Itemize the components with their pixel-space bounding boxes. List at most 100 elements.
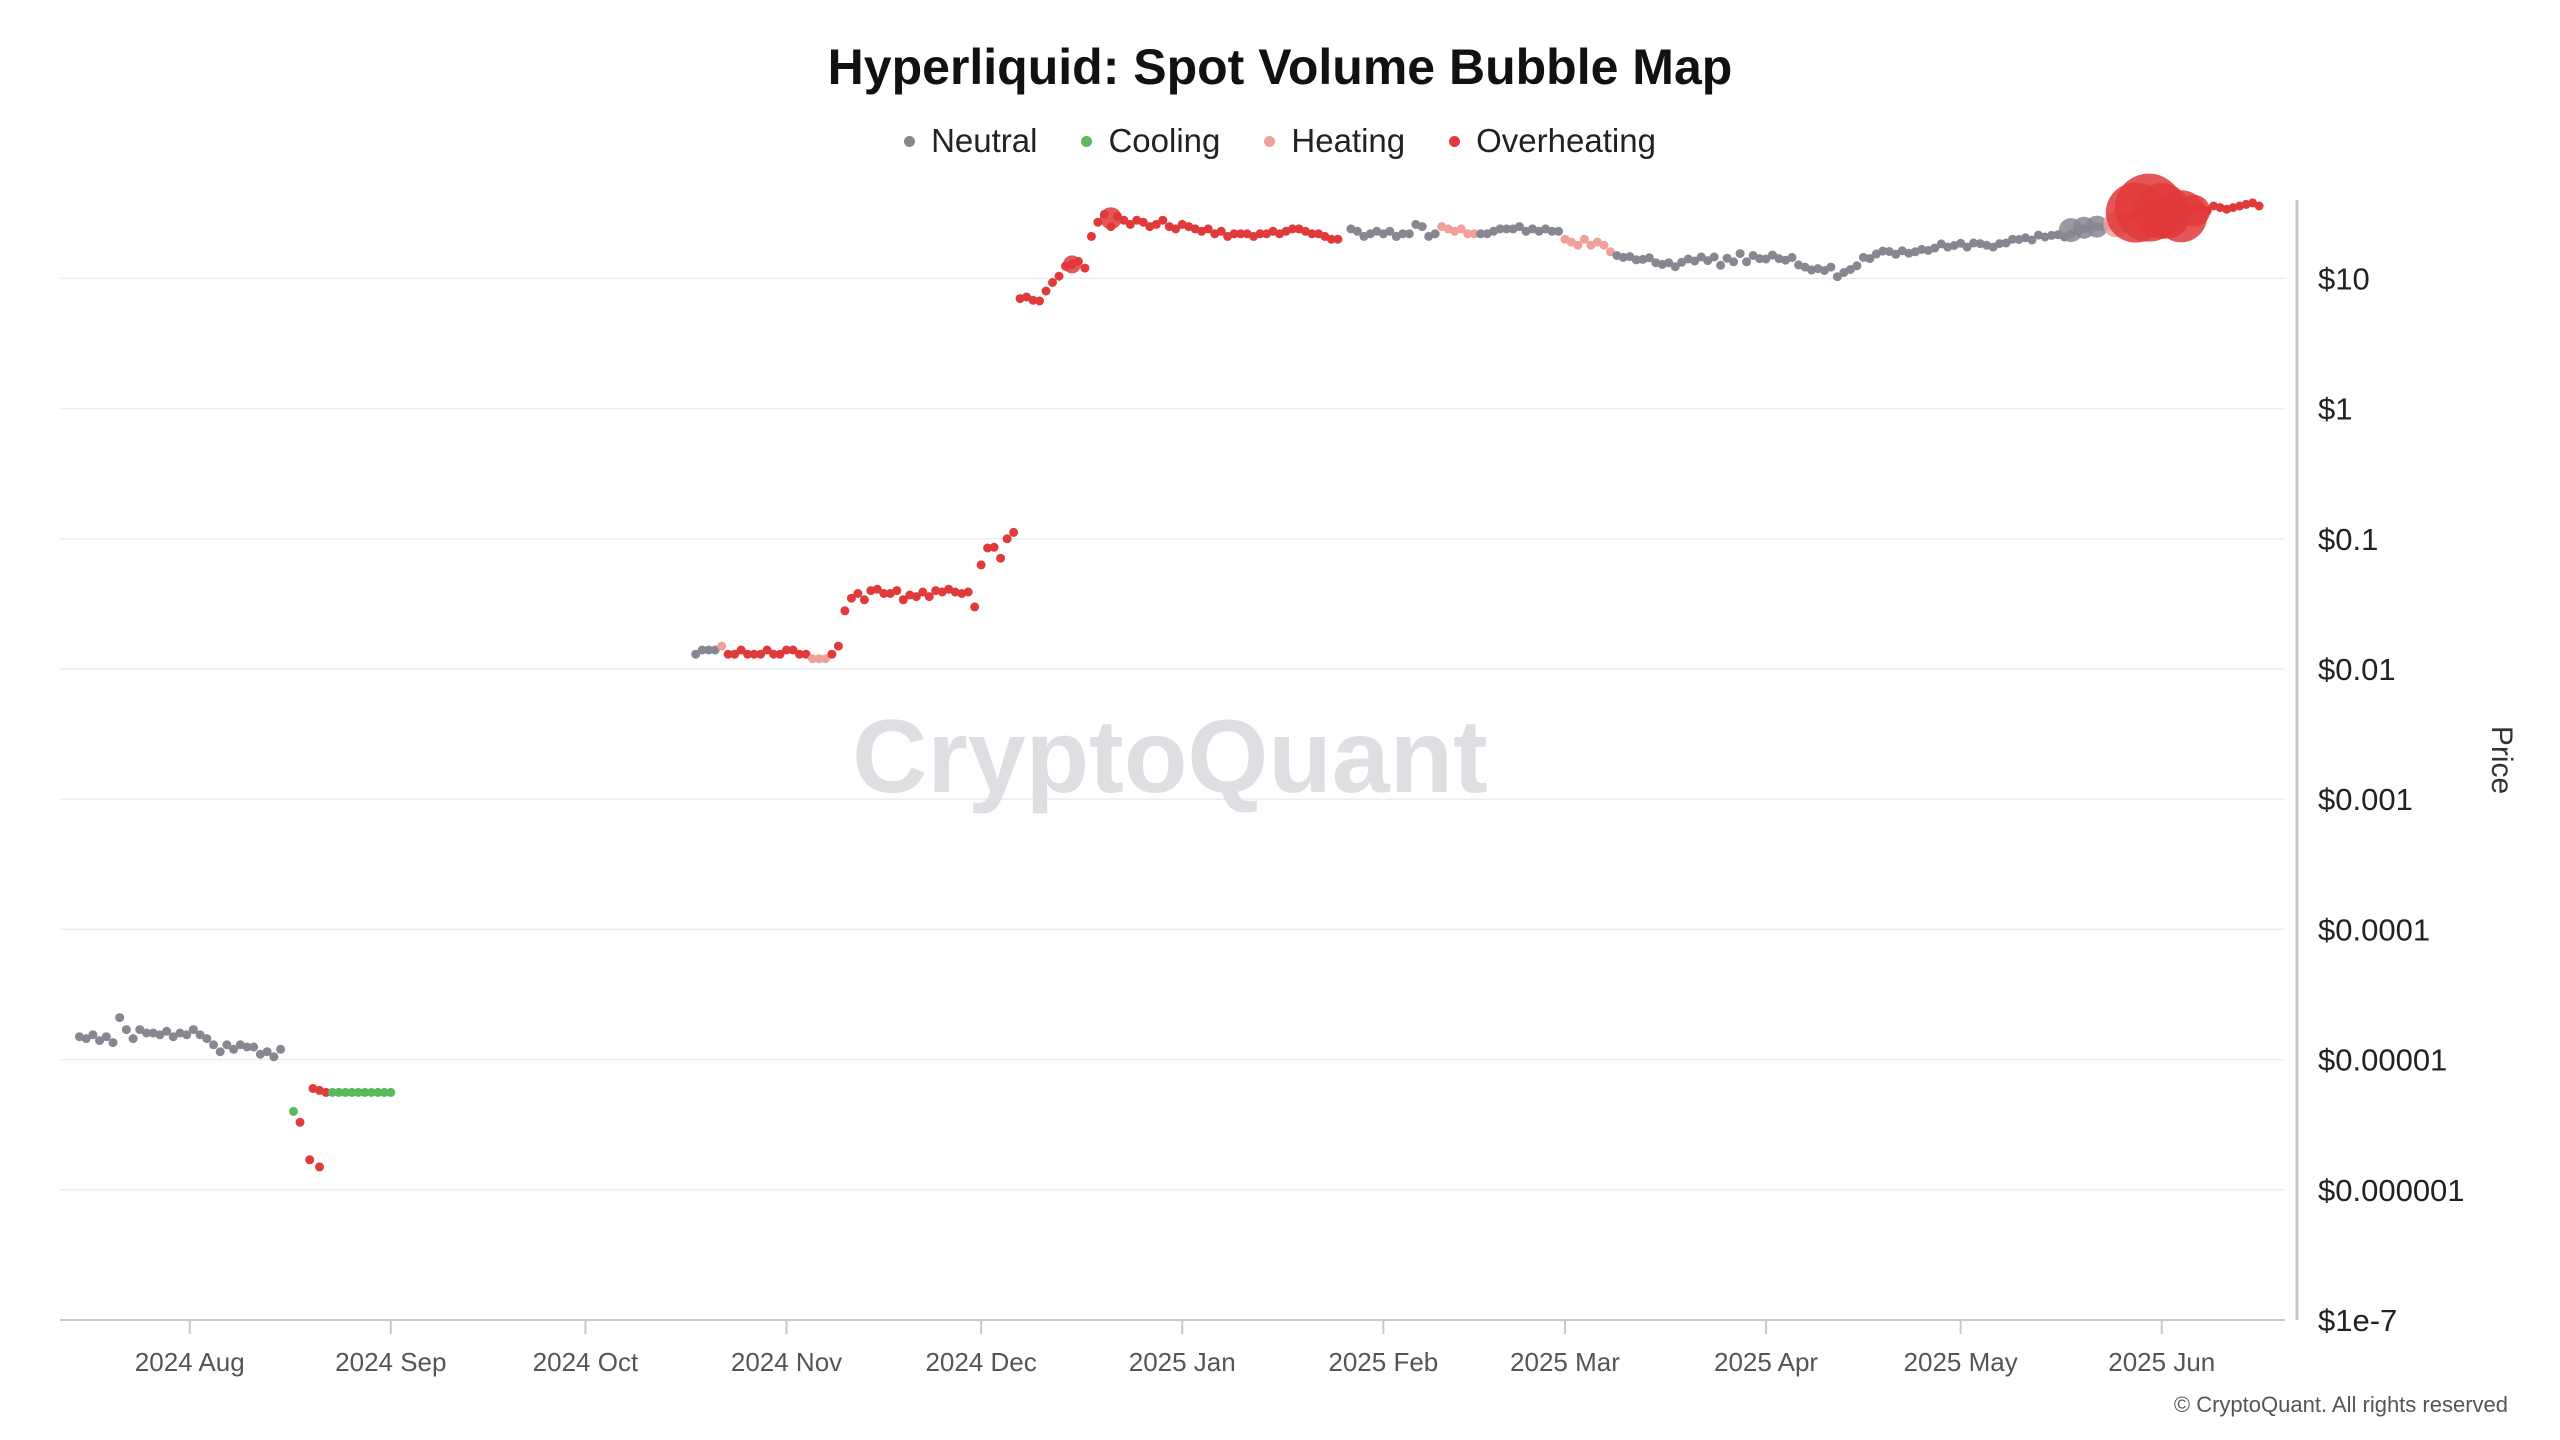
data-point-overheating[interactable]	[924, 592, 934, 602]
data-point-neutral[interactable]	[697, 645, 707, 655]
data-point-neutral[interactable]	[1385, 226, 1395, 236]
data-point-cooling[interactable]	[366, 1087, 376, 1097]
data-point-overheating[interactable]	[1009, 527, 1019, 537]
data-point-overheating[interactable]	[970, 602, 980, 612]
data-point-overheating[interactable]	[1255, 229, 1265, 239]
data-point-overheating[interactable]	[1236, 229, 1246, 239]
data-point-neutral[interactable]	[222, 1040, 232, 1050]
data-point-neutral[interactable]	[1476, 229, 1486, 239]
data-point-overheating[interactable]	[736, 645, 746, 655]
data-point-overheating[interactable]	[1216, 226, 1226, 236]
data-point-neutral[interactable]	[1930, 243, 1940, 253]
data-point-neutral[interactable]	[135, 1025, 145, 1035]
data-point-heating[interactable]	[1573, 240, 1583, 250]
data-point-neutral[interactable]	[1554, 226, 1563, 236]
data-point-neutral[interactable]	[195, 1030, 205, 1040]
data-point-overheating[interactable]	[775, 649, 785, 659]
data-point-heating[interactable]	[1599, 240, 1609, 250]
data-point-overheating[interactable]	[795, 649, 804, 659]
data-point-overheating[interactable]	[1086, 231, 1096, 241]
data-point-neutral[interactable]	[1398, 229, 1408, 239]
data-point-neutral[interactable]	[2047, 230, 2056, 240]
data-point-neutral[interactable]	[2027, 235, 2037, 245]
data-point-cooling[interactable]	[327, 1087, 337, 1097]
data-point-heating[interactable]	[814, 654, 824, 664]
data-point-neutral[interactable]	[1352, 226, 1362, 236]
data-point-heating[interactable]	[808, 654, 817, 664]
data-point-neutral[interactable]	[81, 1034, 91, 1044]
data-point-overheating[interactable]	[769, 649, 779, 659]
data-point-cooling[interactable]	[347, 1087, 357, 1097]
data-point-neutral[interactable]	[1826, 262, 1836, 272]
data-point-cooling[interactable]	[289, 1106, 298, 1116]
data-point-cooling[interactable]	[360, 1087, 370, 1097]
data-point-neutral[interactable]	[182, 1030, 192, 1040]
data-point-neutral[interactable]	[1729, 257, 1739, 267]
data-point-neutral[interactable]	[710, 645, 720, 655]
data-point-overheating[interactable]	[782, 645, 791, 655]
data-point-cooling[interactable]	[340, 1087, 350, 1097]
data-point-overheating[interactable]	[840, 606, 850, 616]
data-point-overheating[interactable]	[898, 595, 908, 605]
data-point-overheating[interactable]	[1041, 286, 1051, 296]
data-point-neutral[interactable]	[704, 645, 714, 655]
data-point-overheating[interactable]	[1333, 234, 1343, 244]
data-point-neutral[interactable]	[691, 649, 701, 659]
data-point-overheating[interactable]	[1288, 224, 1297, 234]
data-point-overheating[interactable]	[879, 589, 889, 598]
data-point-overheating[interactable]	[1138, 217, 1148, 227]
data-point-neutral[interactable]	[1878, 246, 1888, 256]
data-point-neutral[interactable]	[1995, 239, 2005, 249]
data-point-overheating[interactable]	[1035, 296, 1044, 306]
data-point-heating[interactable]	[1469, 229, 1479, 239]
volume-bubble-overheating[interactable]	[2178, 194, 2211, 227]
data-point-neutral[interactable]	[1832, 272, 1842, 282]
data-point-overheating[interactable]	[963, 587, 973, 597]
data-point-overheating[interactable]	[1125, 219, 1135, 229]
data-point-neutral[interactable]	[88, 1030, 98, 1040]
data-point-neutral[interactable]	[269, 1052, 279, 1062]
data-point-neutral[interactable]	[1502, 224, 1512, 234]
data-point-overheating[interactable]	[1171, 224, 1181, 234]
data-point-neutral[interactable]	[1495, 224, 1505, 234]
data-point-neutral[interactable]	[276, 1044, 286, 1054]
data-point-neutral[interactable]	[108, 1038, 118, 1048]
data-point-neutral[interactable]	[1430, 229, 1440, 239]
data-point-neutral[interactable]	[1735, 249, 1745, 259]
data-point-overheating[interactable]	[846, 593, 856, 603]
data-point-overheating[interactable]	[989, 542, 999, 552]
data-point-neutral[interactable]	[2008, 234, 2018, 244]
volume-bubble-neutral[interactable]	[2085, 215, 2108, 238]
data-point-neutral[interactable]	[1631, 255, 1641, 265]
data-point-neutral[interactable]	[1742, 257, 1752, 267]
data-point-neutral[interactable]	[1852, 261, 1862, 271]
data-point-overheating[interactable]	[1048, 278, 1057, 287]
data-point-neutral[interactable]	[1755, 254, 1765, 264]
data-point-heating[interactable]	[1579, 234, 1589, 244]
data-point-overheating[interactable]	[2254, 201, 2264, 211]
data-point-heating[interactable]	[821, 654, 830, 664]
data-point-overheating[interactable]	[853, 589, 863, 598]
data-point-cooling[interactable]	[353, 1087, 363, 1097]
data-point-overheating[interactable]	[1229, 229, 1239, 239]
data-point-neutral[interactable]	[1716, 260, 1726, 270]
data-point-overheating[interactable]	[1158, 215, 1168, 225]
data-point-neutral[interactable]	[142, 1028, 151, 1038]
data-point-overheating[interactable]	[1151, 219, 1161, 229]
data-point-neutral[interactable]	[1865, 254, 1875, 264]
data-point-neutral[interactable]	[209, 1040, 218, 1050]
data-point-neutral[interactable]	[1404, 229, 1414, 239]
data-point-overheating[interactable]	[996, 553, 1006, 563]
data-point-neutral[interactable]	[168, 1032, 178, 1042]
legend-item-overheating[interactable]: Overheating	[1449, 122, 1656, 160]
data-point-neutral[interactable]	[1644, 253, 1654, 263]
data-point-overheating[interactable]	[827, 649, 837, 659]
data-point-neutral[interactable]	[242, 1042, 252, 1052]
data-point-neutral[interactable]	[128, 1034, 138, 1044]
data-point-cooling[interactable]	[373, 1087, 383, 1097]
legend-item-cooling[interactable]: Cooling	[1081, 122, 1220, 160]
data-point-neutral[interactable]	[1709, 252, 1719, 262]
data-point-heating[interactable]	[1456, 224, 1466, 234]
data-point-neutral[interactable]	[115, 1013, 125, 1023]
data-point-overheating[interactable]	[305, 1155, 315, 1165]
